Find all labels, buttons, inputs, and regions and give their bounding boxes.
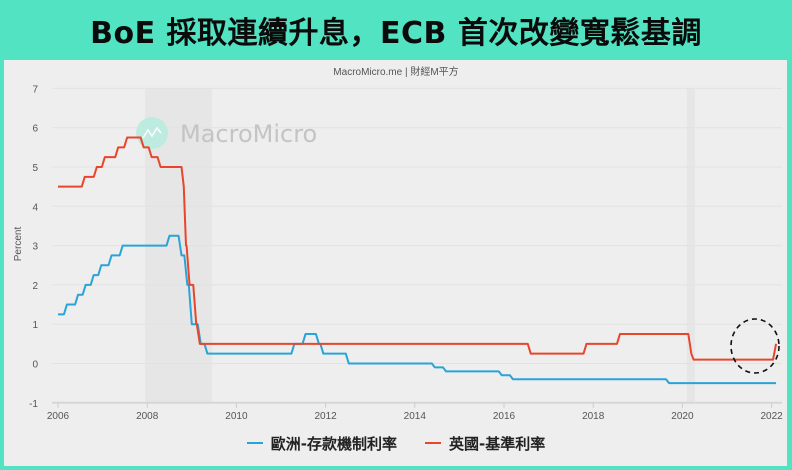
y-axis-label: Percent	[13, 227, 24, 262]
y-tick-label: 5	[32, 163, 38, 174]
y-tick-label: -1	[29, 399, 38, 410]
chart-source: MacroMicro.me | 財經M平方	[333, 65, 458, 78]
ecb-line-swatch-icon	[246, 442, 263, 444]
highlight-circle-annotation	[730, 318, 780, 374]
chart-title: BoE 採取連續升息，ECB 首次改變寬鬆基調	[90, 16, 702, 51]
x-tick-label: 2018	[582, 411, 605, 422]
watermark-text: MacroMicro	[180, 120, 317, 148]
boe-base-rate-line	[58, 136, 778, 361]
x-tick-label: 2012	[314, 411, 337, 422]
y-tick-label: 3	[32, 242, 38, 253]
x-tick-label: 2008	[136, 411, 159, 422]
legend-label-boe: 英國-基準利率	[449, 434, 546, 453]
x-tick-label: 2020	[671, 411, 694, 422]
y-tick-label: 7	[32, 84, 38, 95]
y-tick-label: 0	[32, 360, 38, 371]
x-tick-label: 2006	[47, 411, 70, 422]
y-tick-label: 4	[32, 202, 38, 213]
watermark-logo-icon	[136, 117, 168, 149]
legend: 歐洲-存款機制利率 英國-基準利率	[0, 428, 792, 458]
legend-item-boe[interactable]: 英國-基準利率	[425, 433, 545, 454]
y-tick-label: 6	[32, 124, 38, 135]
x-tick-label: 2016	[493, 411, 516, 422]
y-tick-label: 1	[32, 320, 38, 331]
x-tick-label: 2010	[225, 411, 248, 422]
legend-label-ecb: 歐洲-存款機制利率	[270, 434, 397, 453]
x-tick-label: 2014	[404, 411, 427, 422]
legend-item-ecb[interactable]: 歐洲-存款機制利率	[246, 433, 397, 454]
watermark-chart-icon	[142, 126, 162, 139]
x-tick-label: 2022	[760, 411, 783, 422]
boe-line-swatch-icon	[425, 442, 441, 444]
y-tick-label: 2	[32, 281, 38, 292]
